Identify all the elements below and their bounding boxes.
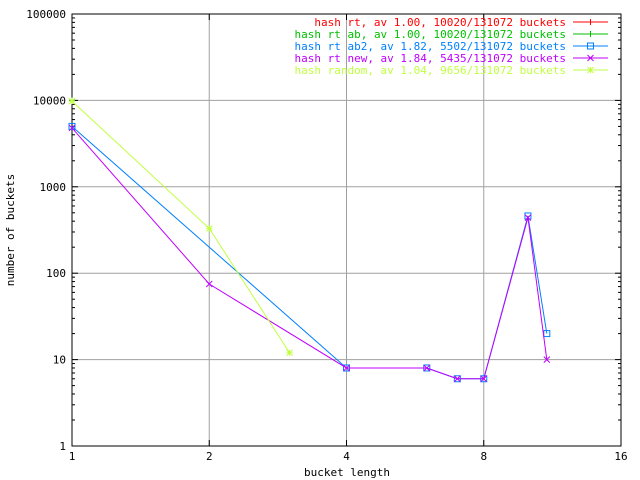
data-point-star [587, 66, 594, 74]
y-axis-title: number of buckets [4, 174, 17, 287]
legend-entry-label: hash rt ab2, av 1.82, 5502/131072 bucket… [294, 40, 566, 53]
data-point-x [205, 280, 213, 288]
data-point-x [423, 364, 431, 372]
axis-ticks [71, 13, 622, 447]
series-4 [68, 124, 551, 383]
series-line [71, 127, 548, 380]
series-layer [68, 97, 551, 383]
data-point-x [480, 375, 488, 383]
x-tick-label: 16 [614, 450, 627, 463]
data-point-plus [587, 19, 594, 25]
x-tick-label: 4 [343, 450, 350, 463]
legend-entry-label: hash rt, av 1.00, 10020/131072 buckets [314, 16, 566, 29]
series-3 [68, 122, 551, 383]
data-point-square [68, 122, 76, 130]
legend-entry-label: hash rt new, av 1.84, 5435/131072 bucket… [294, 52, 566, 65]
data-point-x [453, 375, 461, 383]
x-tick-label: 1 [69, 450, 76, 463]
series-line [71, 126, 548, 380]
series-5 [68, 97, 293, 357]
y-tick-label: 1 [59, 440, 66, 453]
data-point-x [543, 356, 551, 363]
data-point-x [68, 124, 76, 132]
data-point-x [524, 214, 532, 221]
tick-labels: 1 2 4 8 16 1 10 100 1000 10000 100000 [26, 8, 627, 463]
legend: hash rt, av 1.00, 10020/131072 bucketsha… [294, 16, 608, 77]
series-line [71, 100, 290, 354]
legend-entry-label: hash random, av 1.04, 9656/131072 bucket… [294, 64, 566, 77]
y-tick-label: 10 [53, 354, 66, 367]
x-tick-label: 8 [480, 450, 487, 463]
x-axis-title: bucket length [304, 466, 390, 479]
x-tick-label: 2 [206, 450, 213, 463]
data-point-x [587, 54, 594, 62]
data-point-plus [587, 31, 594, 37]
data-point-star [68, 97, 76, 105]
y-tick-label: 10000 [33, 94, 66, 107]
data-point-star [286, 349, 293, 357]
y-tick-label: 100000 [26, 8, 66, 21]
grid-lines [72, 14, 621, 446]
data-point-square [587, 42, 594, 50]
y-tick-label: 100 [46, 267, 66, 280]
data-point-x [343, 364, 350, 372]
data-point-star [205, 225, 213, 232]
legend-entry-label: hash rt ab, av 1.00, 10020/131072 bucket… [294, 28, 566, 41]
y-tick-label: 1000 [40, 181, 67, 194]
